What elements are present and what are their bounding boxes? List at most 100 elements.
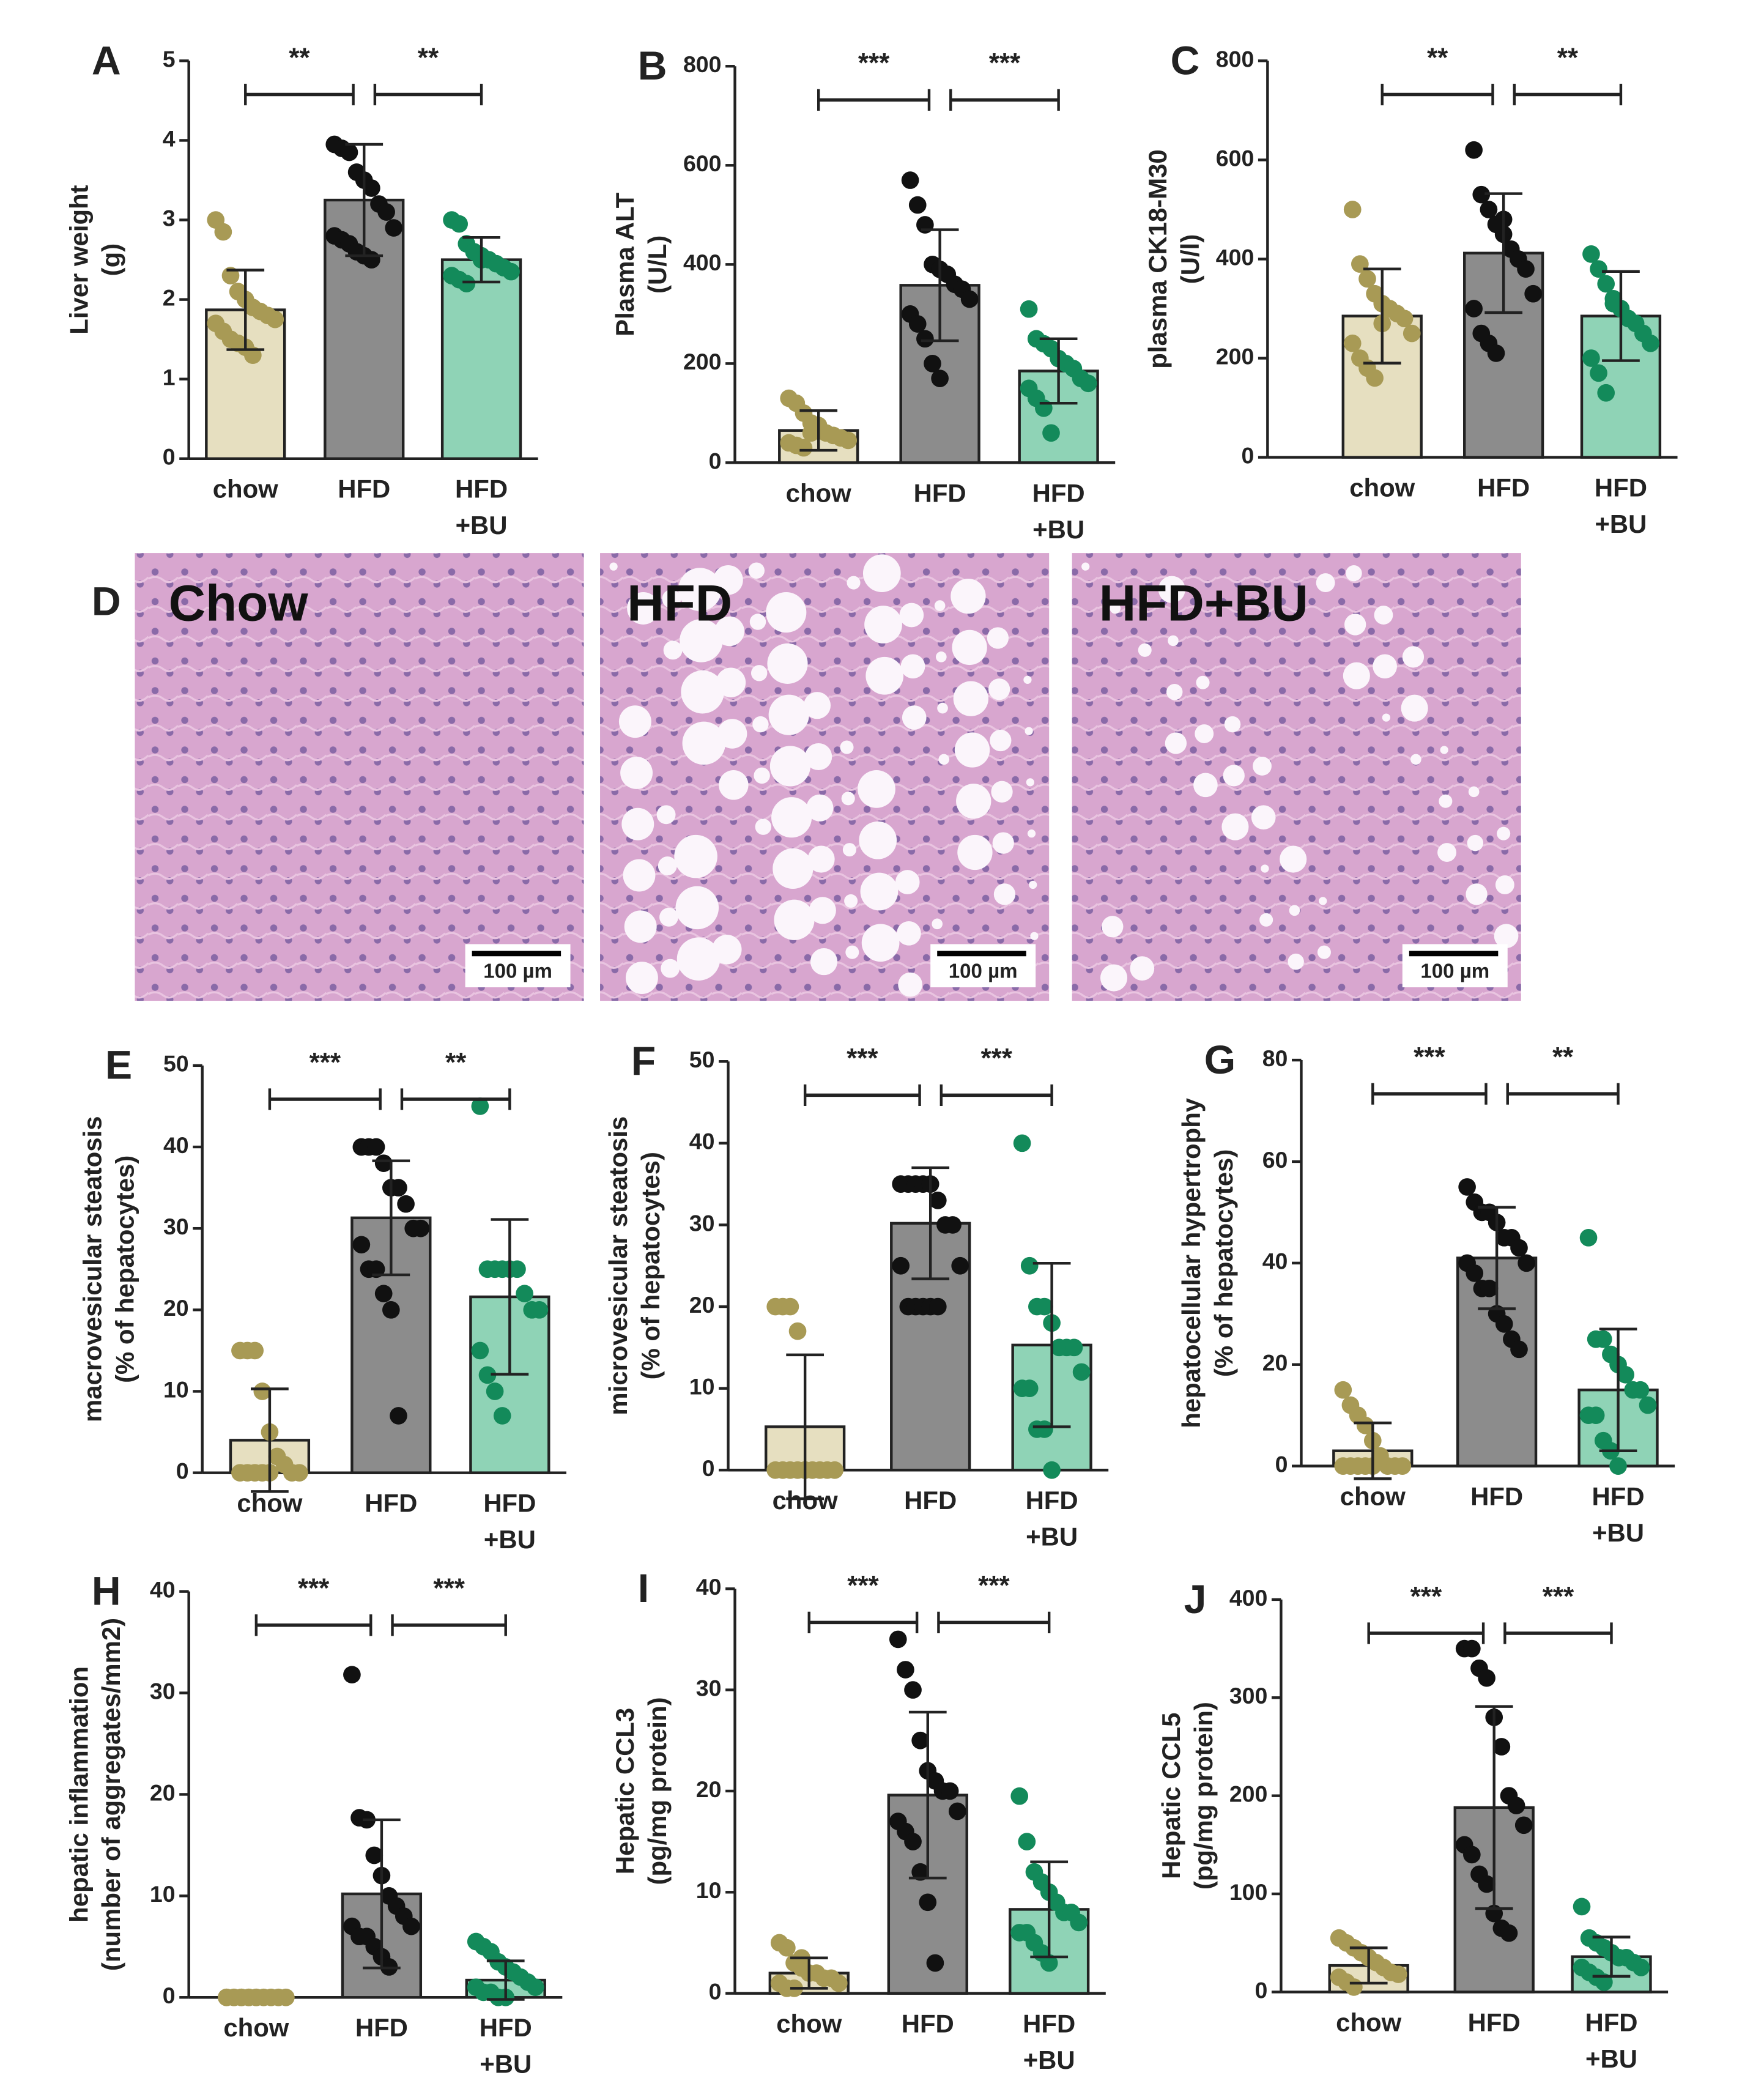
fat-vacuole bbox=[902, 705, 927, 730]
fat-vacuole bbox=[993, 883, 1016, 905]
data-point bbox=[390, 1407, 407, 1425]
fat-vacuole bbox=[990, 729, 1012, 752]
data-point bbox=[1500, 1924, 1518, 1942]
y-axis-label: (% of hepatocytes) bbox=[1209, 1149, 1238, 1377]
data-point bbox=[904, 1681, 922, 1699]
x-tick-line: +BU bbox=[1032, 515, 1084, 544]
sig-label: *** bbox=[1414, 1042, 1445, 1072]
fat-vacuole bbox=[957, 834, 993, 870]
fat-vacuole bbox=[895, 870, 920, 894]
fat-vacuole bbox=[844, 894, 858, 908]
fat-vacuole bbox=[934, 600, 946, 611]
fat-vacuole bbox=[754, 767, 770, 784]
fat-vacuole bbox=[1100, 964, 1128, 992]
error-bar bbox=[251, 1387, 289, 1493]
data-point bbox=[1518, 1254, 1535, 1272]
data-point bbox=[1343, 201, 1362, 218]
data-point bbox=[340, 143, 358, 161]
error-bar bbox=[921, 228, 959, 343]
x-tick-line: HFD bbox=[1026, 1486, 1078, 1515]
y-tick-label: 0 bbox=[702, 1455, 715, 1481]
data-point bbox=[1510, 1239, 1528, 1257]
fat-vacuole bbox=[842, 843, 856, 857]
y-axis-label: (pg/mg protein) bbox=[1189, 1702, 1218, 1890]
fat-vacuole bbox=[719, 770, 749, 800]
data-point bbox=[486, 1382, 504, 1400]
y-tick-label: 10 bbox=[163, 1376, 189, 1402]
fat-vacuole bbox=[1165, 732, 1187, 754]
fat-vacuole bbox=[658, 856, 677, 876]
y-tick-label: 40 bbox=[696, 1574, 722, 1600]
data-point bbox=[1632, 1958, 1650, 1976]
panel-letter: J bbox=[1184, 1577, 1207, 1622]
bar-chart: E 0 10 20 30 40 50 macrovesicular steatosis (% o… bbox=[78, 1043, 566, 1554]
fat-vacuole bbox=[717, 719, 747, 749]
fat-vacuole bbox=[662, 589, 681, 609]
y-tick-label: 1 bbox=[163, 365, 176, 390]
fat-vacuole bbox=[1382, 713, 1390, 722]
x-tick-line: chow bbox=[1336, 2008, 1401, 2036]
fat-vacuole bbox=[1289, 905, 1300, 916]
bar-chart: J 0 100 200 300 400 Hepatic CCL5 (pg/mg protein… bbox=[1157, 1577, 1669, 2073]
image-label: HFD+BU bbox=[1099, 574, 1308, 631]
panel-letter: A bbox=[92, 38, 121, 83]
sig-label: *** bbox=[980, 1044, 1012, 1074]
sig-label: ** bbox=[418, 43, 439, 73]
data-point bbox=[829, 1974, 848, 1992]
fat-vacuole bbox=[932, 918, 943, 930]
data-point bbox=[948, 1802, 966, 1820]
y-tick-label: 50 bbox=[163, 1051, 189, 1077]
y-tick-label: 50 bbox=[689, 1047, 715, 1072]
sig-label: *** bbox=[978, 1571, 1010, 1601]
data-point bbox=[795, 439, 813, 457]
y-tick-label: 10 bbox=[696, 1877, 722, 1903]
fat-vacuole bbox=[1439, 794, 1453, 808]
data-point bbox=[951, 1256, 969, 1275]
y-tick-label: 4 bbox=[163, 125, 176, 151]
fat-vacuole bbox=[1253, 756, 1272, 776]
scale-label: 100 µm bbox=[1420, 960, 1489, 982]
panel-letter: H bbox=[92, 1569, 121, 1614]
sig-label: ** bbox=[445, 1047, 467, 1077]
x-tick-line: HFD bbox=[1592, 1482, 1645, 1511]
data-point bbox=[1036, 1420, 1053, 1438]
data-point bbox=[897, 1661, 914, 1679]
x-tick-label: chow bbox=[1336, 2008, 1401, 2036]
data-point bbox=[471, 1097, 489, 1115]
fat-vacuole bbox=[681, 670, 724, 714]
y-tick-label: 800 bbox=[683, 51, 722, 77]
fat-vacuole bbox=[1221, 813, 1249, 840]
fat-vacuole bbox=[1130, 956, 1155, 981]
fat-vacuole bbox=[956, 784, 991, 819]
x-tick-line: HFD bbox=[1477, 473, 1530, 502]
data-point bbox=[1042, 424, 1060, 442]
x-tick-line: HFD bbox=[1585, 2008, 1637, 2036]
fat-vacuole bbox=[810, 948, 838, 976]
data-point bbox=[1594, 1330, 1612, 1348]
x-tick-label: chow bbox=[773, 1486, 838, 1515]
sig-label: *** bbox=[847, 1571, 879, 1601]
x-tick-line: HFD bbox=[338, 475, 390, 503]
fat-vacuole bbox=[1316, 573, 1335, 593]
x-tick-line: +BU bbox=[480, 2050, 532, 2079]
fat-vacuole bbox=[623, 859, 656, 892]
sig-label: ** bbox=[289, 43, 310, 73]
y-tick-label: 2 bbox=[163, 285, 176, 311]
x-tick-line: HFD bbox=[902, 2009, 954, 2038]
fat-vacuole bbox=[937, 702, 948, 714]
y-axis-label: hepatocellular hypertrophy bbox=[1177, 1097, 1206, 1428]
data-point bbox=[1040, 1954, 1058, 1972]
y-tick-label: 40 bbox=[150, 1577, 176, 1603]
y-tick-label: 200 bbox=[683, 349, 722, 374]
x-tick-label: chow bbox=[213, 475, 278, 503]
data-point bbox=[904, 1833, 922, 1850]
fat-vacuole bbox=[862, 554, 901, 593]
x-tick-label: chow bbox=[1340, 1482, 1406, 1511]
fat-vacuole bbox=[1138, 643, 1152, 657]
data-point bbox=[526, 1978, 544, 1996]
x-tick-line: HFD bbox=[455, 475, 508, 503]
data-point bbox=[1514, 1816, 1533, 1835]
x-tick-label: HFD bbox=[914, 478, 966, 507]
fat-vacuole bbox=[755, 818, 772, 835]
fat-vacuole bbox=[682, 721, 726, 765]
